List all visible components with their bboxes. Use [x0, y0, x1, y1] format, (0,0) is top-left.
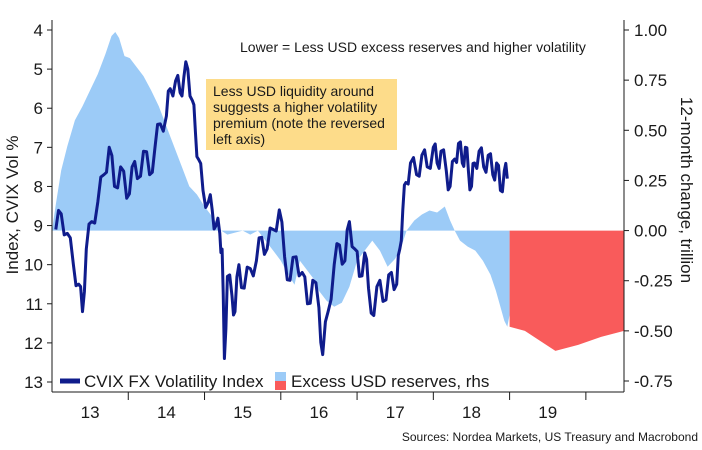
right-tick-label-7: -0.75 [634, 372, 673, 391]
left-tick-label-7: 11 [25, 295, 43, 314]
left-tick-label-2: 6 [34, 99, 43, 118]
right-tick-label-6: -0.50 [634, 322, 673, 341]
x-tick-label-1: 14 [157, 403, 176, 422]
legend-label-cvix: CVIX FX Volatility Index [84, 372, 264, 391]
right-tick-label-5: -0.25 [634, 272, 673, 291]
annotation-box-line-3: premium (note the reversed [213, 115, 385, 131]
annotation-box: Less USD liquidity around suggests a hig… [206, 79, 397, 150]
area-layer [52, 32, 624, 351]
line-series-0 [54, 60, 509, 360]
legend-swatch-reserves-blue [275, 372, 286, 381]
right-tick-label-0: 1.00 [634, 21, 667, 40]
x-tick-label-2: 15 [233, 403, 252, 422]
left-tick-label-8: 12 [24, 334, 43, 353]
right-tick-label-3: 0.25 [634, 171, 667, 190]
annotation-box-line-1: Less USD liquidity around [213, 83, 374, 99]
left-tick-label-5: 9 [34, 217, 43, 236]
annotation-box-line-4: left axis) [213, 131, 265, 147]
left-tick-label-0: 4 [34, 21, 43, 40]
x-tick-label-0: 13 [81, 403, 100, 422]
left-tick-label-3: 7 [34, 138, 43, 157]
axis-layer: 4 5 6 7 8 9 10 11 12 13 1.00 0.75 0.50 0.25 0.00 -0.25 -… [24, 20, 673, 422]
area-series-2 [509, 230, 624, 351]
right-tick-label-4: 0.00 [634, 222, 667, 241]
annotation-box-line-2: suggests a higher volatility [213, 99, 377, 115]
right-tick-label-2: 0.50 [634, 121, 667, 140]
left-axis-title: Index, CVIX Vol % [3, 136, 22, 275]
left-tick-label-6: 10 [24, 256, 43, 275]
right-axis-title: 12-month change, trillion [677, 97, 696, 283]
right-tick-label-1: 0.75 [634, 71, 667, 90]
left-tick-label-4: 8 [34, 177, 43, 196]
annotation-box-bg [206, 79, 397, 150]
source-note: Sources: Nordea Markets, US Treasury and… [402, 430, 698, 444]
left-tick-label-1: 5 [34, 60, 43, 79]
x-tick-label-3: 16 [309, 403, 328, 422]
left-tick-label-9: 13 [24, 373, 43, 392]
legend: CVIX FX Volatility Index Excess USD rese… [60, 372, 489, 391]
x-tick-label-6: 19 [538, 403, 557, 422]
line-layer [54, 60, 509, 360]
legend-swatch-reserves-red [275, 381, 286, 390]
top-annotation: Lower = Less USD excess reserves and hig… [240, 39, 586, 55]
area-series-1 [52, 32, 510, 327]
x-tick-label-4: 17 [386, 403, 405, 422]
x-tick-label-5: 18 [462, 403, 481, 422]
legend-label-reserves: Excess USD reserves, rhs [291, 372, 489, 391]
